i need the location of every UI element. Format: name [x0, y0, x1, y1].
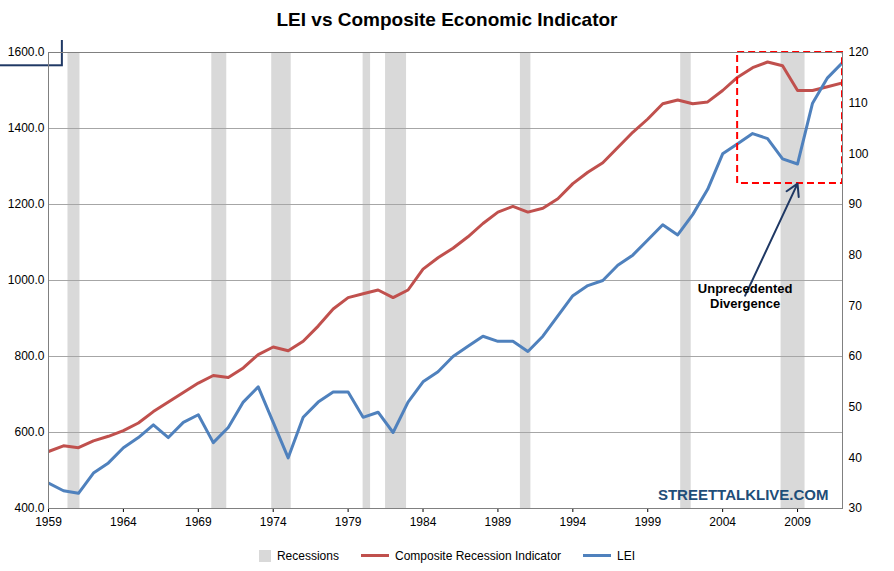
html-text:Recessions: Recessions [276, 548, 339, 563]
svg-text:30: 30 [849, 501, 863, 515]
svg-text:STREETTALKLIVE.COM: STREETTALKLIVE.COM [658, 486, 829, 503]
svg-text:1400.0: 1400.0 [8, 121, 45, 135]
svg-text:50: 50 [849, 400, 863, 414]
svg-text:1999: 1999 [634, 515, 661, 529]
html-text:LEI vs Composite Economic Indi: LEI vs Composite Economic Indicator [276, 9, 618, 30]
svg-text:1959: 1959 [35, 515, 62, 529]
svg-text:120: 120 [849, 45, 869, 59]
svg-text:1984: 1984 [410, 515, 437, 529]
svg-text:1000.0: 1000.0 [8, 273, 45, 287]
svg-text:800.0: 800.0 [14, 349, 44, 363]
svg-text:60: 60 [849, 349, 863, 363]
svg-text:80: 80 [849, 248, 863, 262]
svg-text:1600.0: 1600.0 [8, 45, 45, 59]
svg-text:1989: 1989 [485, 515, 512, 529]
svg-text:600.0: 600.0 [14, 425, 44, 439]
svg-text:40: 40 [849, 451, 863, 465]
html-text:Composite Recession Indicator: Composite Recession Indicator [395, 548, 561, 563]
svg-text:110: 110 [849, 96, 868, 110]
svg-text:1994: 1994 [559, 515, 586, 529]
svg-text:1964: 1964 [110, 515, 137, 529]
svg-text:1979: 1979 [335, 515, 362, 529]
svg-text:1969: 1969 [185, 515, 212, 529]
svg-text:70: 70 [849, 299, 863, 313]
svg-text:1974: 1974 [260, 515, 287, 529]
svg-text:1200.0: 1200.0 [8, 197, 45, 211]
svg-text:2004: 2004 [709, 515, 736, 529]
svg-text:100: 100 [849, 147, 869, 161]
svg-text:400.0: 400.0 [14, 501, 44, 515]
html-text:LEI: LEI [617, 548, 636, 563]
svg-text:UnprecedentedDivergence: UnprecedentedDivergence [698, 281, 793, 312]
svg-text:2009: 2009 [784, 515, 811, 529]
svg-text:90: 90 [849, 197, 863, 211]
